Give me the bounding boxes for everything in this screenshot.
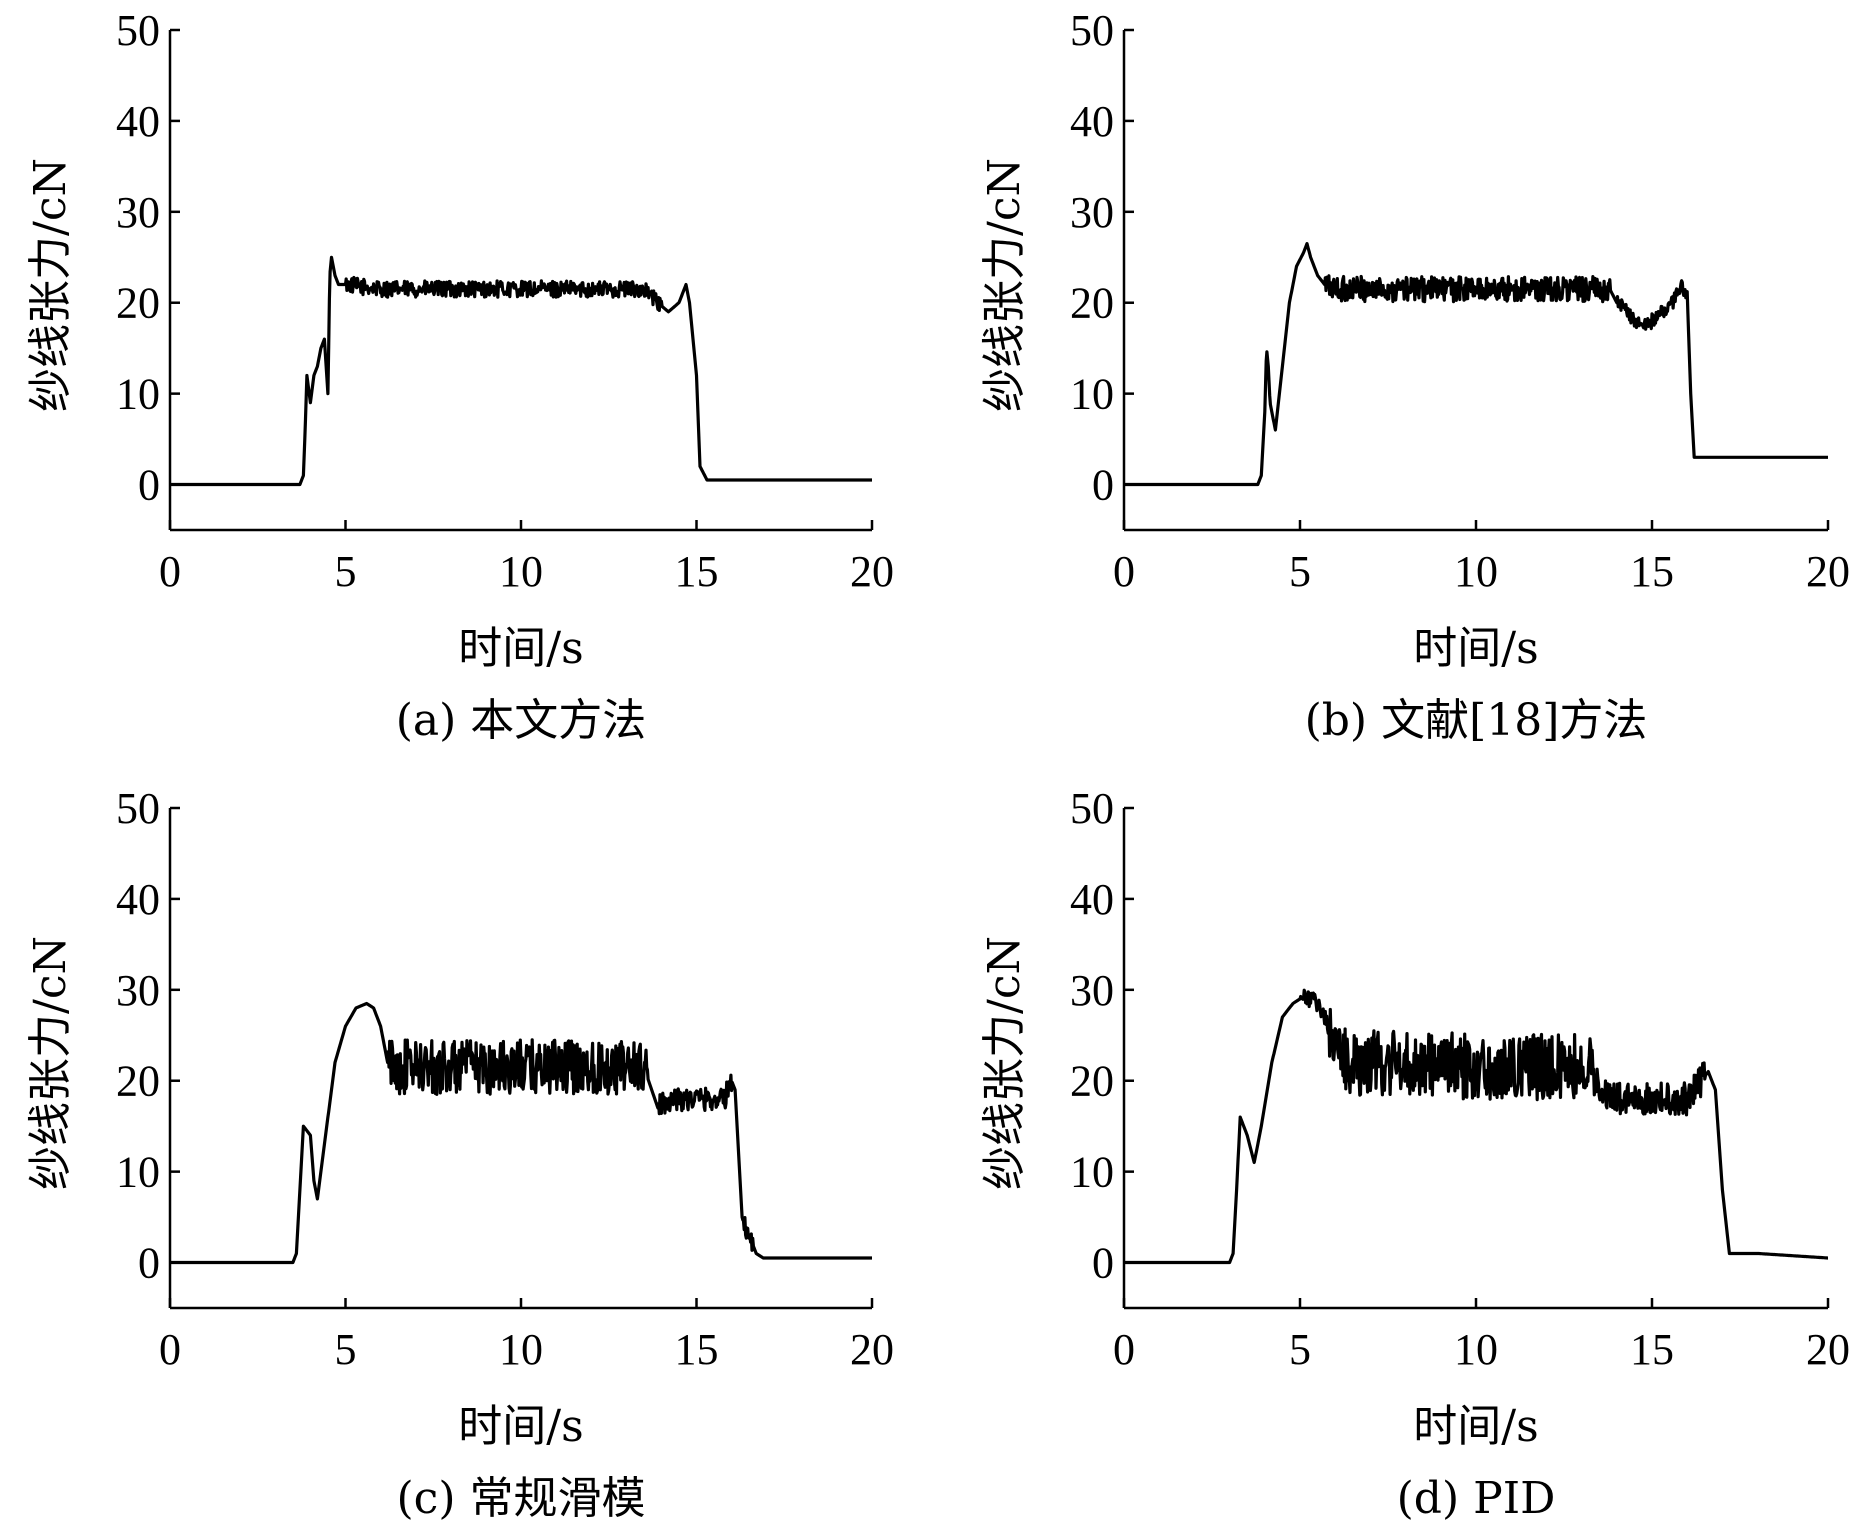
x-tick-label: 15 [675,547,719,596]
y-tick-label: 20 [1070,279,1114,328]
y-tick-label: 40 [116,97,160,146]
chart-panel-2: 0 10 20 30 40 50 0 5 10 15 20 时间/s 纱线张力/cN (b) 文献[18]… [979,6,1850,746]
x-tick-label: 5 [1289,547,1311,596]
panel-caption: (a) 本文方法 [396,695,647,746]
x-axis-label: 时间/s [458,623,583,674]
y-tick-label: 40 [1070,875,1114,924]
x-tick-label: 15 [1630,1325,1674,1374]
x-tick-label: 10 [499,547,543,596]
y-tick-label: 50 [1070,6,1114,55]
x-tick-label: 20 [850,547,894,596]
y-tick-label: 40 [116,875,160,924]
x-tick-label: 0 [159,1325,181,1374]
x-axis-label: 时间/s [1413,623,1538,674]
x-tick-label: 20 [1806,547,1850,596]
panel-caption: (d) PID [1397,1473,1556,1524]
x-tick-label: 5 [1289,1325,1311,1374]
tension-series-line [1123,242,1829,487]
y-tick-label: 0 [1092,461,1114,510]
y-tick-label: 0 [1092,1239,1114,1288]
y-tick-label: 30 [116,966,160,1015]
chart-panel-1: 0 10 20 30 40 50 0 5 10 15 20 时间/s 纱线张力/cN (a) 本文方法 [25,6,894,746]
y-axis-label: 纱线张力/cN [979,158,1030,412]
tension-series-line [1123,988,1829,1265]
y-tick-label: 10 [116,370,160,419]
y-tick-label: 50 [116,784,160,833]
y-tick-label: 20 [116,279,160,328]
y-tick-label: 10 [116,1148,160,1197]
chart-panel-3: 0 10 20 30 40 50 0 5 10 15 20 时间/s 纱线张力/cN (c) 常规滑模 [25,784,894,1524]
x-tick-label: 0 [159,547,181,596]
x-tick-label: 5 [335,547,357,596]
x-tick-label: 20 [1806,1325,1850,1374]
y-axis-label: 纱线张力/cN [25,936,76,1190]
y-tick-label: 20 [116,1057,160,1106]
y-axis-label: 纱线张力/cN [25,158,76,412]
x-tick-label: 20 [850,1325,894,1374]
x-tick-label: 10 [1454,547,1498,596]
y-tick-label: 40 [1070,97,1114,146]
x-axis-label: 时间/s [458,1401,583,1452]
x-axis-label: 时间/s [1413,1401,1538,1452]
x-tick-label: 10 [1454,1325,1498,1374]
x-tick-label: 0 [1113,1325,1135,1374]
y-tick-label: 0 [138,1239,160,1288]
y-tick-label: 50 [1070,784,1114,833]
y-tick-label: 30 [116,188,160,237]
x-tick-label: 0 [1113,547,1135,596]
y-tick-label: 10 [1070,1148,1114,1197]
x-tick-label: 15 [1630,547,1674,596]
panel-caption: (c) 常规滑模 [397,1473,646,1524]
y-tick-label: 0 [138,461,160,510]
chart-panel-4: 0 10 20 30 40 50 0 5 10 15 20 时间/s 纱线张力/cN (d) PID [979,784,1850,1524]
x-tick-label: 15 [675,1325,719,1374]
y-axis-label: 纱线张力/cN [979,936,1030,1190]
panel-caption: (b) 文献[18]方法 [1305,695,1648,746]
y-tick-label: 30 [1070,188,1114,237]
tension-series-line [169,255,873,487]
y-tick-label: 10 [1070,370,1114,419]
y-tick-label: 50 [116,6,160,55]
x-tick-label: 10 [499,1325,543,1374]
y-tick-label: 20 [1070,1057,1114,1106]
y-tick-label: 30 [1070,966,1114,1015]
tension-series-line [169,1001,873,1265]
x-tick-label: 5 [335,1325,357,1374]
